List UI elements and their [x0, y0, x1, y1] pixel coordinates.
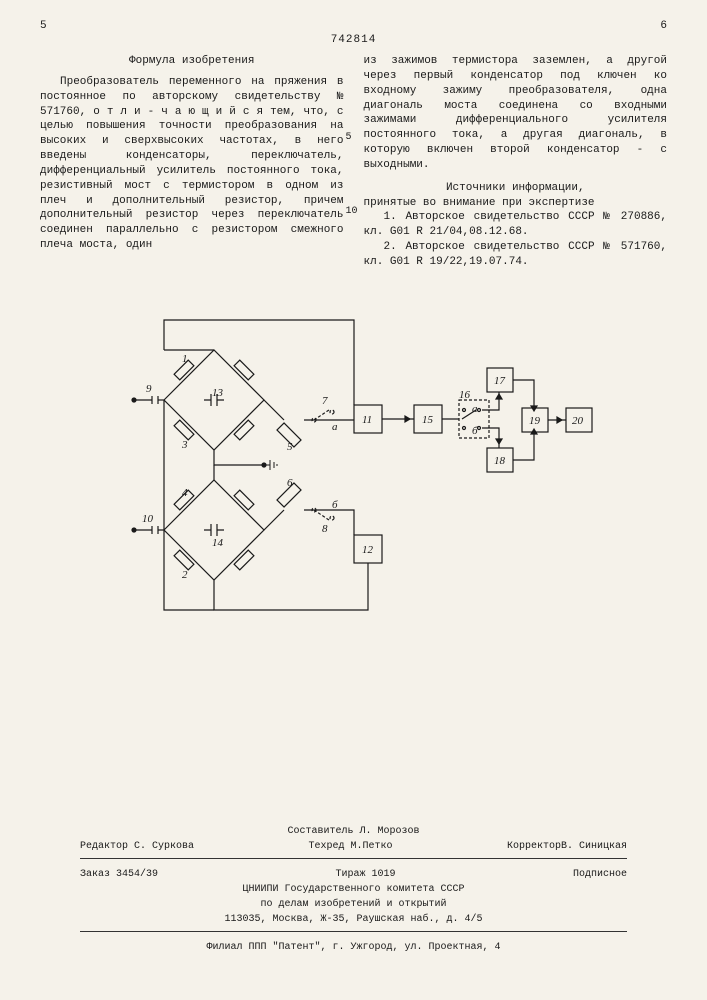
svg-text:3: 3: [181, 439, 188, 451]
svg-text:б: б: [472, 425, 478, 437]
sources-sub: принятые во внимание при экспертизе: [364, 196, 668, 211]
sources-title: Источники информации,: [364, 181, 668, 196]
footer: Составитель Л. Морозов Редактор С. Сурко…: [40, 824, 667, 955]
svg-text:12: 12: [362, 544, 374, 556]
svg-text:13: 13: [212, 387, 224, 399]
svg-text:2: 2: [182, 569, 188, 581]
page-num-right: 6: [660, 20, 667, 32]
address1: 113035, Москва, Ж-35, Раушская наб., д. …: [40, 912, 667, 927]
svg-text:а: а: [332, 421, 338, 433]
svg-text:19: 19: [529, 415, 541, 427]
svg-text:8: 8: [322, 523, 328, 535]
page-num-left: 5: [40, 20, 47, 32]
svg-text:18: 18: [494, 455, 506, 467]
svg-text:17: 17: [494, 375, 506, 387]
doc-number: 742814: [40, 34, 667, 46]
svg-text:14: 14: [212, 537, 224, 549]
editor-name: С. Суркова: [134, 841, 194, 852]
circuit-diagram: 1 3 4 2 9 10 13 14 5 6 7 8 11 12 15 16 а…: [40, 300, 667, 644]
branch: Филиал ППП "Патент", г. Ужгород, ул. Про…: [40, 940, 667, 955]
svg-text:6: 6: [287, 477, 293, 489]
svg-text:9: 9: [146, 383, 152, 395]
org2: по делам изобретений и открытий: [40, 897, 667, 912]
svg-text:1: 1: [182, 353, 188, 365]
formula-title: Формула изобретения: [40, 54, 344, 69]
org1: ЦНИИПИ Государственного комитета СССР: [40, 882, 667, 897]
line-marker-10: 10: [346, 206, 358, 217]
sign: Подписное: [573, 867, 627, 882]
svg-text:5: 5: [287, 441, 293, 453]
editor-label: Редактор: [80, 841, 128, 852]
svg-text:а: а: [472, 403, 478, 415]
order: Заказ 3454/39: [80, 867, 158, 882]
svg-text:4: 4: [182, 487, 188, 499]
svg-text:20: 20: [572, 415, 584, 427]
svg-text:10: 10: [142, 513, 154, 525]
svg-text:15: 15: [422, 414, 434, 426]
source-2: 2. Авторское свидетельство СССР № 571760…: [364, 240, 668, 270]
svg-text:б: б: [332, 499, 338, 511]
tirage: Тираж 1019: [335, 867, 395, 882]
corrector-name: В. Синицкая: [561, 841, 627, 852]
svg-text:16: 16: [459, 389, 471, 401]
svg-text:7: 7: [322, 395, 328, 407]
claim-left: Преобразователь переменного на пряжения …: [40, 75, 344, 253]
tehred-label: Техред: [308, 841, 344, 852]
corrector-label: Корректор: [507, 841, 561, 852]
line-marker-5: 5: [346, 132, 352, 143]
claim-right: из зажимов термистора заземлен, а другой…: [364, 54, 668, 173]
source-1: 1. Авторское свидетельство СССР № 270886…: [364, 210, 668, 240]
svg-text:11: 11: [362, 414, 372, 426]
compiler: Составитель Л. Морозов: [40, 824, 667, 839]
tehred-name: М.Петко: [351, 841, 393, 852]
